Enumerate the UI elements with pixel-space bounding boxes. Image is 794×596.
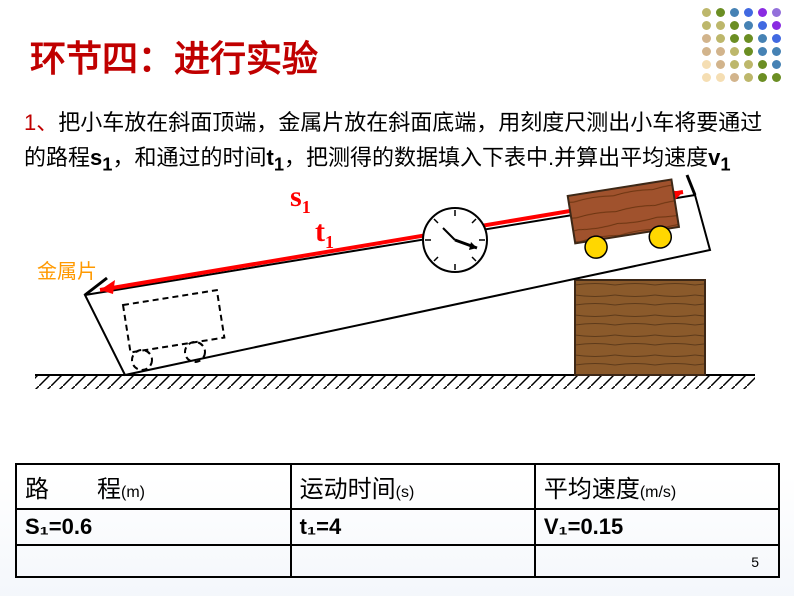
time-label: t1	[315, 215, 334, 253]
dot	[758, 21, 767, 30]
dot	[758, 8, 767, 17]
dot	[730, 73, 739, 82]
dot	[716, 34, 725, 43]
diagram-svg	[15, 170, 775, 410]
dot	[730, 8, 739, 17]
dot	[772, 34, 781, 43]
dot	[744, 21, 753, 30]
dot	[702, 60, 711, 69]
dot	[716, 21, 725, 30]
dot	[702, 73, 711, 82]
table-cell	[16, 545, 291, 577]
table-cell	[291, 545, 535, 577]
dot	[744, 60, 753, 69]
table-cell: V₁=0.15	[535, 509, 779, 545]
table-cell	[535, 545, 779, 577]
dot	[772, 73, 781, 82]
dot	[702, 47, 711, 56]
dot	[730, 60, 739, 69]
dot	[758, 73, 767, 82]
table-header-row: 路 程(m)运动时间(s)平均速度(m/s)	[16, 464, 779, 509]
dot	[730, 47, 739, 56]
dot	[730, 34, 739, 43]
slide-title: 环节四：进行实验	[30, 30, 318, 82]
data-table: 路 程(m)运动时间(s)平均速度(m/s) S₁=0.6t₁=4V₁=0.15	[15, 463, 780, 578]
experiment-diagram: 金属片 s1 t1	[15, 170, 775, 410]
dot	[716, 73, 725, 82]
dot	[716, 8, 725, 17]
var-s1: s1	[90, 145, 112, 170]
dot	[772, 47, 781, 56]
description-text: 1、把小车放在斜面顶端，金属片放在斜面底端，用刻度尺测出小车将要通过的路程s1，…	[24, 105, 770, 179]
table-row	[16, 545, 779, 577]
dot	[744, 34, 753, 43]
step-number: 1、	[24, 110, 58, 135]
dot	[758, 34, 767, 43]
table-cell: t₁=4	[291, 509, 535, 545]
dot	[730, 21, 739, 30]
dot	[716, 60, 725, 69]
desc-part2: ，和通过的时间	[112, 145, 266, 170]
dot	[772, 21, 781, 30]
metal-plate-label: 金属片	[37, 255, 97, 284]
dot	[716, 47, 725, 56]
dot	[772, 60, 781, 69]
dot	[772, 8, 781, 17]
dot	[758, 60, 767, 69]
table-header: 运动时间(s)	[291, 464, 535, 509]
table-header: 路 程(m)	[16, 464, 291, 509]
dot	[744, 47, 753, 56]
dot	[758, 47, 767, 56]
dot	[702, 21, 711, 30]
dot	[744, 8, 753, 17]
var-v1: v1	[708, 145, 730, 170]
dot	[744, 73, 753, 82]
dot	[702, 34, 711, 43]
distance-label: s1	[290, 180, 311, 218]
table-cell: S₁=0.6	[16, 509, 291, 545]
table-row: S₁=0.6t₁=4V₁=0.15	[16, 509, 779, 545]
page-number: 5	[751, 554, 759, 570]
desc-part3: ，把测得的数据填入下表中.并算出平均速度	[284, 145, 708, 170]
dot	[702, 8, 711, 17]
decorative-dots	[702, 8, 782, 82]
table-header: 平均速度(m/s)	[535, 464, 779, 509]
var-t1: t1	[266, 145, 284, 170]
